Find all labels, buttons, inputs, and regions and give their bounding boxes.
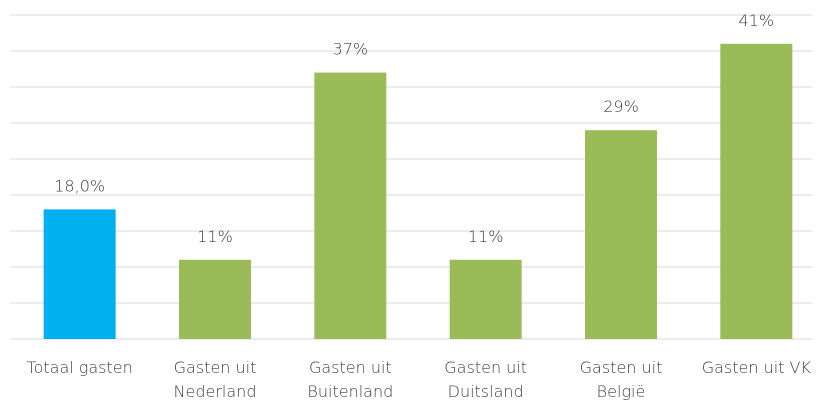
value-label: 41% <box>739 11 775 30</box>
bar <box>720 43 793 340</box>
x-tick-label: Gasten uit Nederland <box>173 358 257 401</box>
bar <box>585 130 657 339</box>
x-tick-label: Totaal gasten <box>26 358 133 377</box>
bar <box>449 259 522 339</box>
value-label: 37% <box>333 40 369 59</box>
value-label: 11% <box>197 227 233 246</box>
bar <box>314 72 387 339</box>
bar <box>179 259 251 339</box>
x-tick-label: Gasten uit Buitenland <box>307 358 394 401</box>
x-tick-label: Gasten uit Duitsland <box>444 358 528 401</box>
value-label: 11% <box>468 227 504 246</box>
value-label: 18,0% <box>54 176 105 195</box>
x-tick-label: Gasten uit VK <box>701 358 811 377</box>
x-tick-label: Gasten uit België <box>579 358 663 401</box>
bar <box>43 209 116 339</box>
value-label: 29% <box>603 97 639 116</box>
